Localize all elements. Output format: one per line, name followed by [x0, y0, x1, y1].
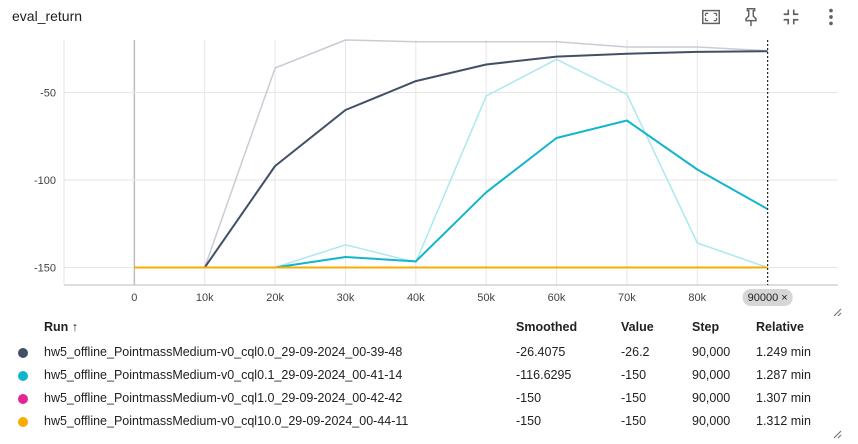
x-tick-label: 60k: [548, 292, 566, 304]
run-color-dot: [18, 348, 28, 358]
x-tick-label: 30k: [337, 292, 355, 304]
cell-value: -150: [621, 391, 647, 405]
cell-smoothed: -116.6295: [516, 368, 572, 382]
header-run[interactable]: Run ↑: [44, 320, 79, 334]
x-tick-label: 80k: [688, 292, 706, 304]
series-line-2: [134, 50, 768, 269]
run-color-dot: [18, 394, 28, 404]
fit-domain-button[interactable]: [698, 4, 724, 30]
series-line-3: [134, 119, 769, 269]
table-row[interactable]: hw5_offline_PointmassMedium-v0_cql0.0_29…: [0, 342, 858, 364]
series-line-0: [134, 39, 768, 269]
cell-relative: 1.307 min: [756, 391, 811, 405]
resize-table-icon[interactable]: [830, 427, 842, 439]
cell-run: hw5_offline_PointmassMedium-v0_cql10.0_2…: [44, 414, 409, 428]
y-tick-label: -50: [40, 88, 56, 100]
cell-run: hw5_offline_PointmassMedium-v0_cql0.0_29…: [44, 345, 403, 359]
header-smoothed[interactable]: Smoothed: [516, 320, 578, 334]
header-value[interactable]: Value: [621, 320, 654, 334]
y-tick-label: -150: [34, 263, 56, 275]
fullscreen-exit-icon: [783, 9, 799, 25]
chart-grid: [63, 40, 838, 286]
x-tick-label: 0: [131, 292, 137, 304]
cell-smoothed: -150: [516, 391, 542, 405]
cell-smoothed: -26.4075: [516, 345, 566, 359]
table-row[interactable]: hw5_offline_PointmassMedium-v0_cql0.1_29…: [0, 365, 858, 387]
cell-relative: 1.312 min: [756, 414, 811, 428]
pin-button[interactable]: [738, 4, 764, 30]
more-options-button[interactable]: [818, 4, 844, 30]
header-step[interactable]: Step: [692, 320, 720, 334]
panel-title: eval_return: [12, 8, 83, 24]
cell-run: hw5_offline_PointmassMedium-v0_cql0.1_29…: [44, 368, 403, 382]
header-relative[interactable]: Relative: [756, 320, 804, 334]
x-tick-label: 70k: [618, 292, 636, 304]
hover-x-label: 90000 ×: [748, 292, 788, 304]
run-color-dot: [18, 417, 28, 427]
chart-ticks: 0 10k 20k 30k 40k 50k 60k 70k 80k -50 -100 -150 9000…: [34, 88, 793, 306]
cell-step: 90,000: [692, 391, 731, 405]
series-line-1: [134, 58, 768, 269]
cell-step: 90,000: [692, 368, 731, 382]
table-row[interactable]: hw5_offline_PointmassMedium-v0_cql10.0_2…: [0, 411, 858, 433]
run-color-dot: [18, 371, 28, 381]
line-chart[interactable]: 0 10k 20k 30k 40k 50k 60k 70k 80k -50 -100 -150 9000…: [0, 30, 858, 314]
cell-value: -150: [621, 414, 647, 428]
cell-run: hw5_offline_PointmassMedium-v0_cql1.0_29…: [44, 391, 403, 405]
cell-value: -26.2: [621, 345, 650, 359]
pin-icon: [745, 8, 757, 27]
chart-series: [134, 39, 769, 285]
table-row[interactable]: hw5_offline_PointmassMedium-v0_cql1.0_29…: [0, 388, 858, 410]
cell-value: -150: [621, 368, 647, 382]
x-tick-label: 20k: [266, 292, 284, 304]
fullscreen-exit-button[interactable]: [778, 4, 804, 30]
cell-relative: 1.249 min: [756, 345, 811, 359]
x-tick-label: 10k: [196, 292, 214, 304]
cell-step: 90,000: [692, 414, 731, 428]
x-tick-label: 40k: [407, 292, 425, 304]
more-vert-icon: [829, 8, 833, 26]
hover-x-chip: [742, 289, 793, 306]
cell-smoothed: -150: [516, 414, 542, 428]
card-toolbar: [698, 4, 844, 30]
y-tick-label: -100: [34, 175, 56, 187]
x-tick-label: 50k: [477, 292, 495, 304]
resize-chart-icon[interactable]: [830, 305, 842, 317]
cell-step: 90,000: [692, 345, 731, 359]
cell-relative: 1.287 min: [756, 368, 811, 382]
fit-domain-icon: [702, 9, 720, 25]
